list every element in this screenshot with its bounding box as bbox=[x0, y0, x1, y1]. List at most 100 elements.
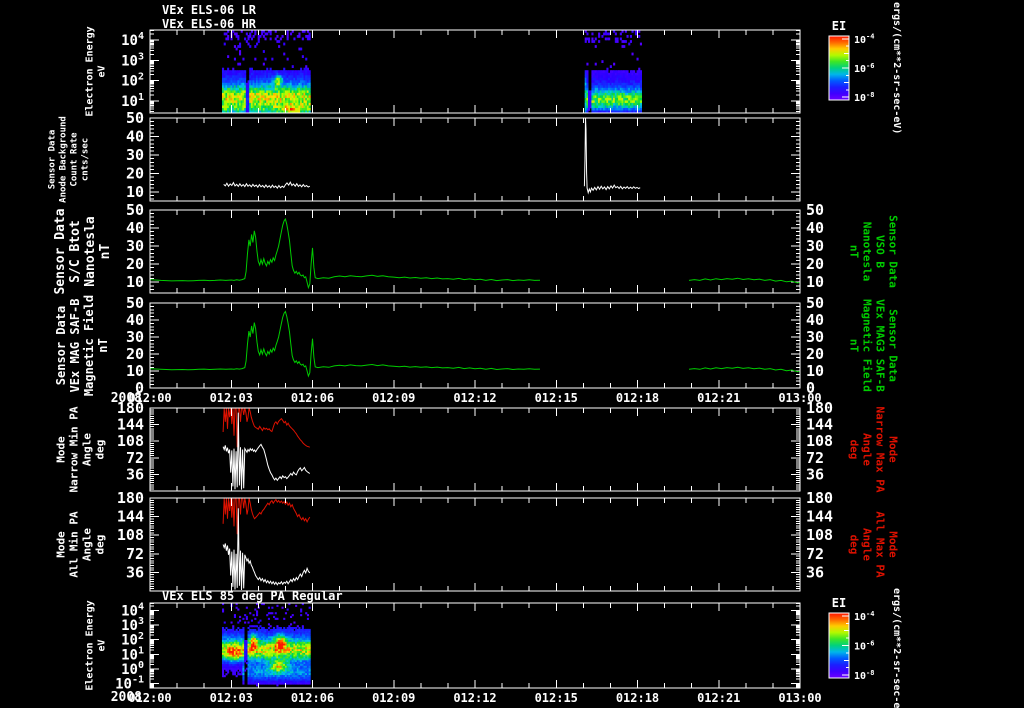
y-tick-label-right: 20 bbox=[806, 345, 824, 363]
y-axis-right-label-pa-all: ModeAll Max PAAngledeg bbox=[848, 511, 900, 578]
series-all-min-pa bbox=[222, 508, 311, 591]
y-axis-label-btot: Sensor DataS/C BtotNanoteslanT bbox=[53, 208, 113, 294]
y-tick-label-right: 40 bbox=[806, 219, 824, 237]
x-axis-year-label-1: 2008 bbox=[110, 391, 142, 406]
y-tick-label: 20 bbox=[126, 164, 144, 182]
y-tick-label: 108 bbox=[117, 432, 144, 450]
colorbar bbox=[829, 613, 849, 678]
y-tick-label: 100 bbox=[121, 660, 144, 678]
x-tick-label: 012:21 bbox=[697, 391, 740, 405]
colorbar-tick-label: 10-6 bbox=[854, 62, 874, 75]
y-axis-label-pa-all: ModeAll Min PAAngledeg bbox=[54, 511, 106, 578]
y-tick-label-right: 10 bbox=[806, 362, 824, 380]
series-narrow-max-pa bbox=[222, 407, 310, 448]
series-all-max-pa bbox=[222, 497, 311, 535]
y-tick-label: 180 bbox=[117, 399, 144, 417]
panel-els: 101 102 103 104 EI 10-4 10-6 10-8 ergs/(cm**2-sr… bbox=[85, 2, 903, 134]
colorbar bbox=[829, 36, 849, 100]
x-tick-label: 012:09 bbox=[372, 391, 415, 405]
y-axis-right-label-pa-narrow: ModeNarrow Max PAAngledeg bbox=[848, 406, 900, 492]
y-tick-label-right: 108 bbox=[806, 432, 833, 450]
x-tick-label: 012:21 bbox=[697, 691, 740, 705]
y-tick-label-right: 30 bbox=[806, 237, 824, 255]
series-sc-btot bbox=[149, 217, 541, 290]
y-axis-label-els85: Electron EnergyeV bbox=[85, 600, 108, 690]
x-tick-label: 012:00 bbox=[128, 691, 171, 705]
y-tick-label-right: 10 bbox=[806, 273, 824, 291]
y-tick-label-right: 0 bbox=[806, 379, 815, 397]
y-tick-label: 10 bbox=[126, 183, 144, 201]
series-sc-btot bbox=[688, 277, 801, 284]
y-tick-label: 36 bbox=[126, 465, 144, 483]
y-tick-label-right: 180 bbox=[806, 399, 833, 417]
y-tick-label: 72 bbox=[126, 545, 144, 563]
x-tick-label: 012:06 bbox=[291, 391, 334, 405]
colorbar-unit-label: ergs/(cm**2-sr-sec-eV) bbox=[891, 588, 902, 708]
y-tick-label-right: 36 bbox=[806, 563, 824, 581]
y-tick-label: 36 bbox=[126, 563, 144, 581]
y-tick-label: 101 bbox=[121, 645, 144, 663]
panel-els-title-line2: VEx ELS-06 HR bbox=[162, 17, 256, 31]
y-tick-label-right: 50 bbox=[806, 294, 824, 312]
y-tick-label-right: 40 bbox=[806, 311, 824, 329]
y-tick-label-right: 36 bbox=[806, 465, 824, 483]
panel-border bbox=[149, 117, 801, 202]
x-tick-label: 012:15 bbox=[535, 691, 578, 705]
y-tick-label: 102 bbox=[121, 72, 144, 90]
panel-els-title-line1: VEx ELS-06 LR bbox=[162, 3, 256, 17]
colorbar-tick-label: 10-4 bbox=[854, 610, 874, 623]
y-tick-label: 103 bbox=[121, 51, 144, 69]
y-tick-label: 102 bbox=[121, 631, 144, 649]
x-tick-label: 012:18 bbox=[616, 691, 659, 705]
x-tick-label: 013:00 bbox=[778, 691, 821, 705]
y-axis-label-pa-narrow: ModeNarrow Min PAAngledeg bbox=[54, 406, 106, 492]
y-tick-label: 180 bbox=[117, 489, 144, 507]
x-tick-label: 012:09 bbox=[372, 691, 415, 705]
series-mag-saf-b bbox=[149, 310, 541, 378]
y-tick-label: 20 bbox=[126, 345, 144, 363]
y-tick-label: 104 bbox=[121, 601, 144, 619]
y-tick-label: 30 bbox=[126, 146, 144, 164]
y-tick-label: 10 bbox=[126, 362, 144, 380]
y-tick-label: 108 bbox=[117, 526, 144, 544]
y-tick-label: 72 bbox=[126, 449, 144, 467]
series-narrow-min-pa bbox=[222, 412, 311, 490]
y-tick-label-right: 108 bbox=[806, 526, 833, 544]
y-tick-label: 40 bbox=[126, 127, 144, 145]
y-axis-label-els: Electron EnergyeV bbox=[85, 26, 108, 116]
y-tick-label: 101 bbox=[121, 92, 144, 110]
y-axis-right-label-btot: Sensor DataVSO BNanoteslanT bbox=[848, 215, 900, 288]
y-tick-label: 103 bbox=[121, 616, 144, 634]
colorbar-tick-label: 10-6 bbox=[854, 639, 874, 652]
y-tick-label-right: 144 bbox=[806, 416, 833, 434]
x-axis-year-label-2: 2008 bbox=[110, 690, 142, 705]
colorbar-tick-label: 10-8 bbox=[854, 669, 874, 682]
y-tick-label-right: 50 bbox=[806, 201, 824, 219]
y-tick-label: 20 bbox=[126, 255, 144, 273]
x-tick-label: 012:12 bbox=[453, 691, 496, 705]
y-tick-label: 50 bbox=[126, 109, 144, 127]
y-tick-label: 104 bbox=[121, 31, 144, 49]
y-tick-label: 10 bbox=[126, 273, 144, 291]
x-tick-label: 013:00 bbox=[778, 391, 821, 405]
y-tick-label: 50 bbox=[126, 201, 144, 219]
y-axis-label-count: Sensor DataAnode BackgroundCount Ratecnt… bbox=[48, 116, 91, 203]
x-tick-label: 012:15 bbox=[535, 391, 578, 405]
x-tick-label: 012:03 bbox=[210, 391, 253, 405]
y-tick-label: 30 bbox=[126, 328, 144, 346]
y-axis-label-mag: Sensor DataVEx MAG SAF-BMagnetic FieldnT bbox=[54, 295, 110, 396]
series-anode-background-count-rate bbox=[223, 181, 311, 189]
x-tick-label: 012:18 bbox=[616, 391, 659, 405]
y-tick-label-right: 180 bbox=[806, 489, 833, 507]
colorbar-title: EI bbox=[832, 596, 846, 610]
colorbar-tick-label: 10-8 bbox=[854, 91, 874, 104]
y-tick-label-right: 72 bbox=[806, 449, 824, 467]
